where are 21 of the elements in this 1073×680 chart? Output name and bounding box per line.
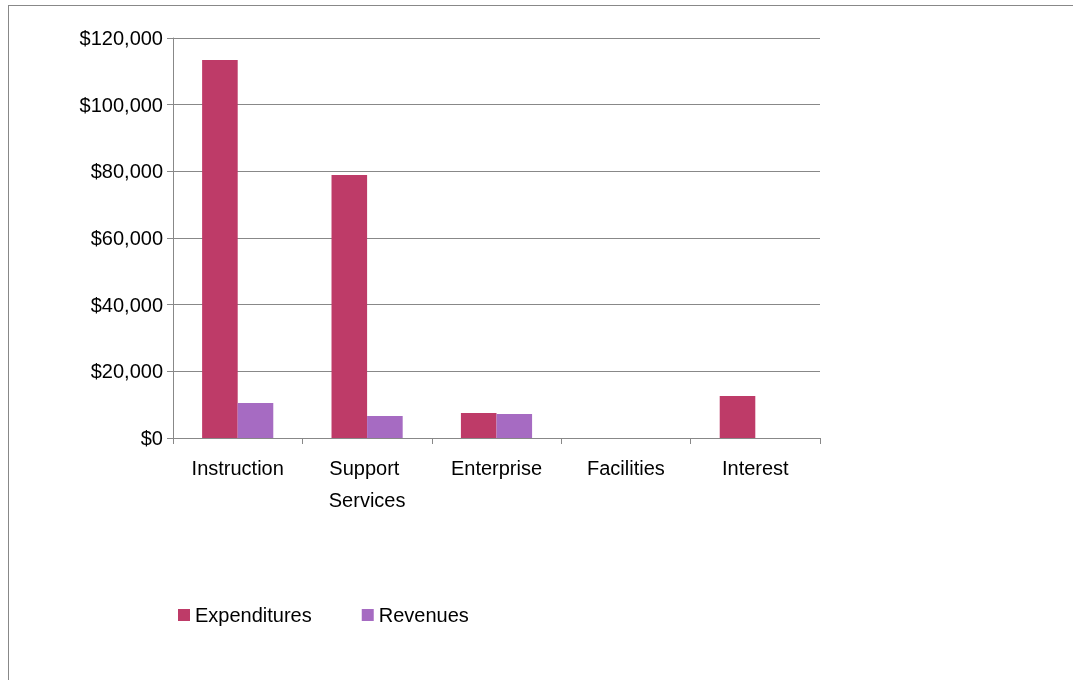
bar: [202, 60, 238, 438]
legend-label: Expenditures: [195, 604, 312, 626]
bar: [496, 414, 533, 438]
legend-label: Revenues: [378, 604, 469, 626]
y-tick-label: $100,000: [79, 93, 163, 116]
y-tick-label: $120,000: [79, 27, 163, 49]
bar: [719, 396, 756, 438]
y-tick-label: $40,000: [90, 293, 163, 316]
x-tick-label: Enterprise: [450, 457, 543, 479]
x-tick-label: Instruction: [191, 457, 284, 479]
bar: [367, 416, 403, 438]
y-tick-label: $80,000: [90, 160, 163, 183]
x-tick-label: Support Services: [328, 457, 406, 511]
y-tick-label: $0: [140, 427, 163, 449]
bar: [331, 175, 368, 438]
x-tick-label: Interest: [721, 457, 790, 479]
y-tick-label: $60,000: [90, 227, 163, 249]
x-tick-label: Facilities: [587, 457, 665, 479]
bar: [460, 413, 497, 438]
y-tick-label: $20,000: [90, 360, 163, 383]
bar: [237, 403, 274, 438]
